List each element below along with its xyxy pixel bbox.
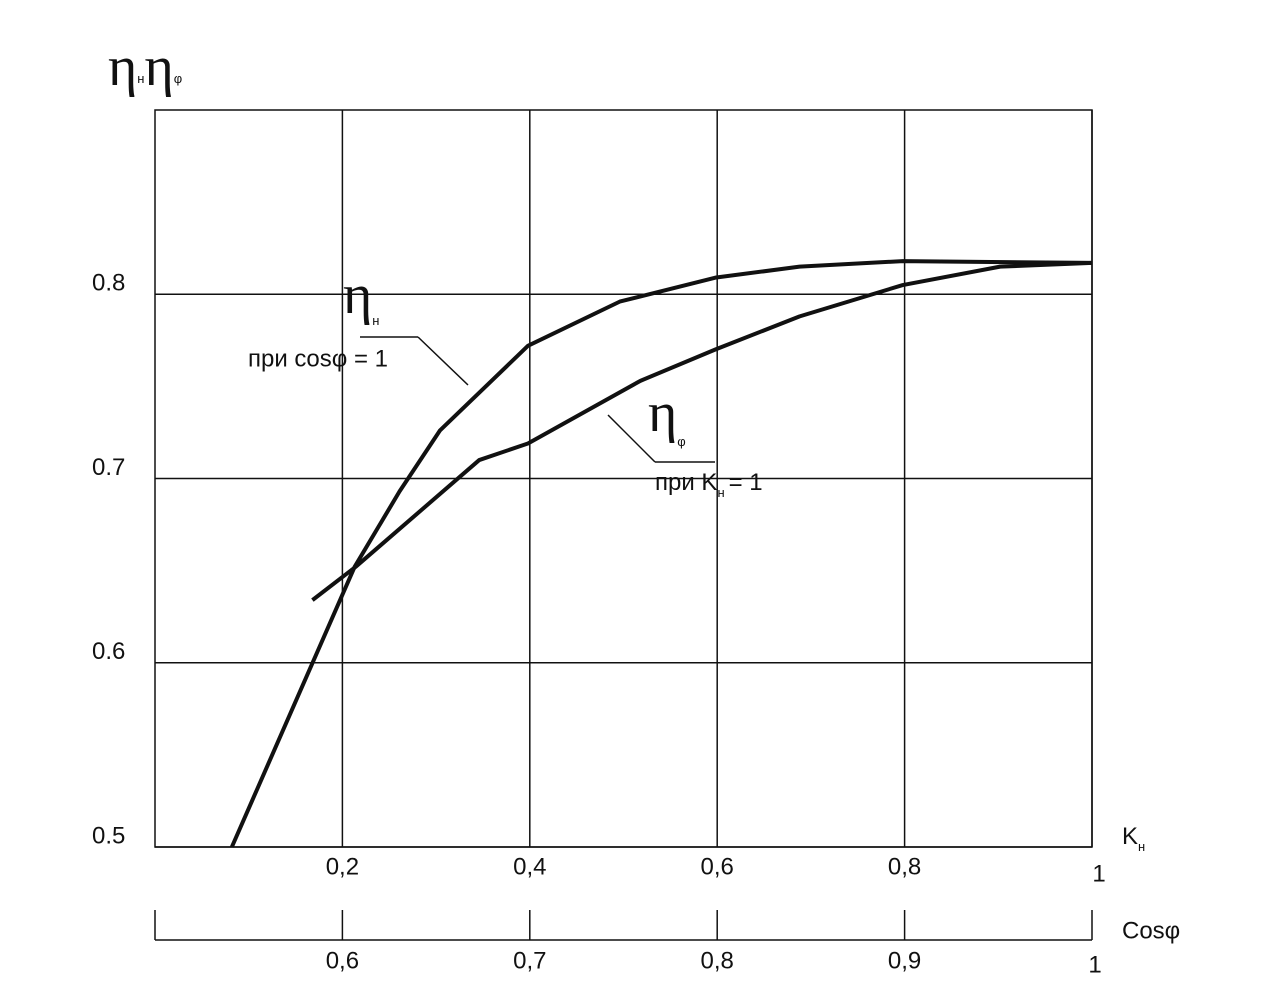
y-tick-label: 0.7 xyxy=(92,454,125,481)
annotation: при cosφ = 1 xyxy=(248,345,388,372)
annotation: при Kн = 1 xyxy=(655,469,763,500)
x-tick-label: 1 xyxy=(1092,860,1105,887)
y-tick-label: 0.5 xyxy=(92,822,125,849)
x-tick-label: 0,4 xyxy=(513,853,546,880)
x2-tick-label: 0,9 xyxy=(888,947,921,974)
y-tick-label: 0.6 xyxy=(92,638,125,665)
x2-axis-title: Cosφ xyxy=(1122,917,1180,944)
x2-tick-label: 0,8 xyxy=(701,947,734,974)
y-tick-label: 0.8 xyxy=(92,270,125,297)
x2-tick-label: 0,7 xyxy=(513,947,546,974)
curve xyxy=(230,259,1093,848)
annotation: ηφ xyxy=(648,382,686,450)
x-tick-label: 0,8 xyxy=(888,853,921,880)
leader xyxy=(417,336,469,386)
x-axis-title: Kн xyxy=(1122,823,1145,854)
curve xyxy=(311,260,1093,602)
annotation: ηн xyxy=(343,264,379,329)
x-tick-label: 0,6 xyxy=(701,853,734,880)
x2-tick-label: 1 xyxy=(1088,951,1101,978)
y-axis-title: ηнηφ xyxy=(108,36,182,98)
x2-tick-label: 0,6 xyxy=(326,947,359,974)
leader xyxy=(607,414,656,463)
x-tick-label: 0,2 xyxy=(326,853,359,880)
